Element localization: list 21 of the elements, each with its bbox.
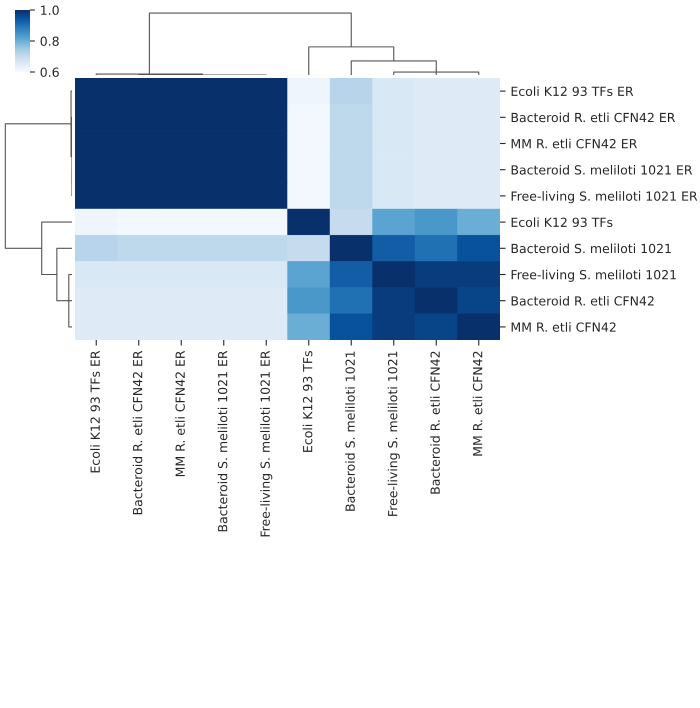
y-tick-label: Bacteroid S. meliloti 1021 <box>512 244 671 254</box>
x-tick-label: Bacteroid S. meliloti 1021 ER <box>218 350 228 532</box>
x-tick-label: Bacteroid S. meliloti 1021 <box>345 352 355 511</box>
color-bar-label: 1.0 <box>41 5 59 15</box>
x-tick-label: Free-living S. meliloti 1021 <box>388 352 400 516</box>
y-tick-label: Bacteroid R. etli CFN42 <box>512 296 654 306</box>
y-tick-label: MM R. etli CFN42 ER <box>512 138 638 148</box>
x-tick-label: Free-living S. meliloti 1021 ER <box>260 350 272 536</box>
color-bar-label: 0.8 <box>40 36 59 46</box>
color-bar-label: 0.6 <box>40 67 59 77</box>
x-tick-label: Ecoli K12 93 TFs <box>302 351 312 452</box>
x-tick-label: Bacteroid R. etli CFN42 ER <box>132 350 142 514</box>
y-tick-label: Free-living S. meliloti 1021 <box>512 270 676 282</box>
x-tick-label: MM R. etli CFN42 ER <box>175 350 185 476</box>
y-tick-label: Ecoli K12 93 TFs ER <box>512 86 634 96</box>
y-tick-label: MM R. etli CFN42 <box>512 322 616 332</box>
y-tick-label: Free-living S. meliloti 1021 ER <box>512 191 698 204</box>
y-tick-label: Ecoli K12 93 TFs <box>512 217 612 228</box>
y-tick-label: Bacteroid R. etli CFN42 ER <box>512 112 676 122</box>
y-tick-label: Bacteroid S. meliloti 1021 ER <box>512 164 692 175</box>
x-tick-label: Ecoli K12 93 TFs ER <box>90 350 100 472</box>
